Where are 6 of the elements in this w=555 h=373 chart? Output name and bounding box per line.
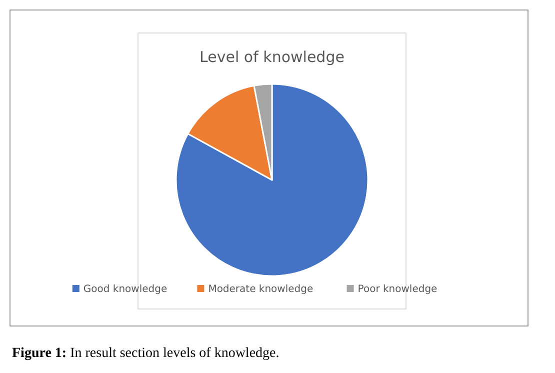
chart-title: Level of knowledge xyxy=(200,48,344,66)
legend-label: Poor knowledge xyxy=(358,284,438,295)
caption: Figure 1: In result section levels of knowledge. xyxy=(12,346,280,361)
pie-slice xyxy=(175,83,369,277)
legend-label: Good knowledge xyxy=(83,284,168,295)
legend-label: Moderate knowledge xyxy=(208,284,314,295)
